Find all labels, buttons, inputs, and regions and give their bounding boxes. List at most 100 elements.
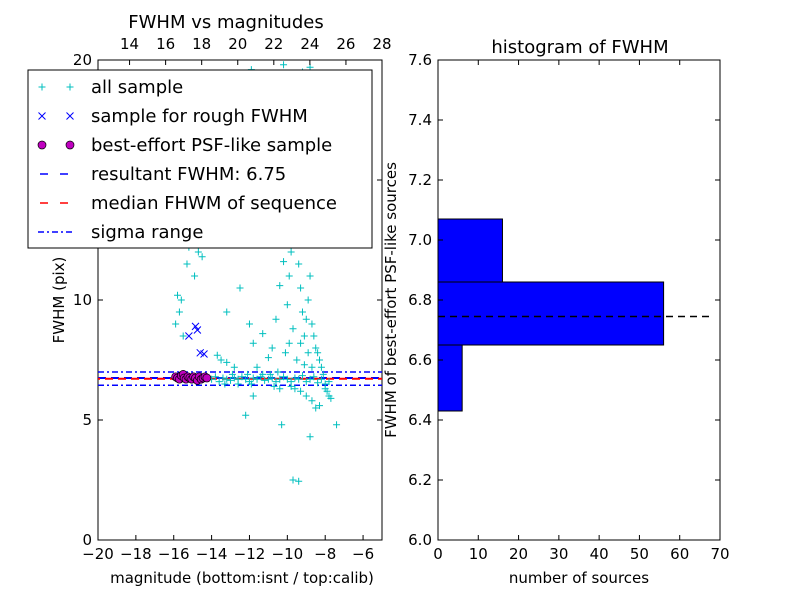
all-sample-point xyxy=(183,260,191,268)
all-sample-point xyxy=(266,370,274,378)
legend-marker-dot xyxy=(65,140,75,150)
all-sample-point xyxy=(289,325,297,333)
left-top-x-tick-label: 26 xyxy=(336,35,355,53)
all-sample-point xyxy=(234,380,242,388)
all-sample-point xyxy=(259,330,267,338)
all-sample-point xyxy=(285,339,293,347)
all-sample-point xyxy=(259,370,267,378)
all-sample-point xyxy=(317,363,325,371)
all-sample-point xyxy=(238,373,246,381)
right-y-tick-label: 6.0 xyxy=(408,531,432,549)
all-sample-point xyxy=(242,411,250,419)
legend-label: resultant FWHM: 6.75 xyxy=(91,164,286,185)
left-y-tick-label: 20 xyxy=(73,51,92,69)
all-sample-point xyxy=(323,387,331,395)
left-x-tick-label: −10 xyxy=(272,545,304,563)
all-sample-point xyxy=(194,248,202,256)
right-y-tick-label: 7.4 xyxy=(408,111,432,129)
all-sample-point xyxy=(287,382,295,390)
all-sample-point xyxy=(310,332,318,340)
all-sample-point xyxy=(316,402,324,410)
all-sample-point xyxy=(236,284,244,292)
all-sample-point xyxy=(317,375,325,383)
all-sample-point xyxy=(272,378,280,386)
all-sample-point xyxy=(276,282,284,290)
rough-fwhm-point xyxy=(200,350,208,358)
all-sample-point xyxy=(308,397,316,405)
all-sample-point xyxy=(213,351,221,359)
all-sample-point xyxy=(297,339,305,347)
right-y-tick-label: 6.4 xyxy=(408,411,432,429)
right-chart-title: histogram of FWHM xyxy=(491,37,668,58)
all-sample-point xyxy=(291,385,299,393)
all-sample-point xyxy=(280,61,288,69)
all-sample-point xyxy=(295,477,303,485)
all-sample-point xyxy=(333,421,341,429)
legend-label: all sample xyxy=(91,77,183,98)
left-top-x-tick-label: 24 xyxy=(300,35,319,53)
right-y-tick-label: 7.0 xyxy=(408,231,432,249)
left-top-x-tick-label: 28 xyxy=(372,35,391,53)
all-sample-point xyxy=(249,392,257,400)
left-x-tick-label: −16 xyxy=(158,545,190,563)
all-sample-point xyxy=(215,378,223,386)
left-top-x-tick-label: 14 xyxy=(120,35,139,53)
all-sample-point xyxy=(306,433,314,441)
legend-label: median FHWM of sequence xyxy=(91,193,337,214)
right-y-tick-label: 6.8 xyxy=(408,291,432,309)
left-x-tick-label: −20 xyxy=(82,545,114,563)
all-sample-point xyxy=(298,372,306,380)
all-sample-point xyxy=(276,375,284,383)
legend-marker-dot xyxy=(37,140,47,150)
all-sample-point xyxy=(293,356,301,364)
right-y-tick-label: 7.6 xyxy=(408,51,432,69)
right-y-tick-label: 6.6 xyxy=(408,351,432,369)
all-sample-point xyxy=(310,373,318,381)
all-sample-point xyxy=(244,370,252,378)
all-sample-point xyxy=(191,272,199,280)
all-sample-point xyxy=(174,291,182,299)
right-x-tick-label: 10 xyxy=(469,545,488,563)
histogram-bar xyxy=(437,218,503,283)
psf-like-point xyxy=(202,373,212,383)
left-x-tick-label: −6 xyxy=(352,545,374,563)
histogram-bar xyxy=(437,344,463,412)
all-sample-point xyxy=(314,379,322,387)
all-sample-point xyxy=(295,260,303,268)
right-x-tick-label: 30 xyxy=(549,545,568,563)
all-sample-point xyxy=(312,404,320,412)
left-top-x-tick-label: 18 xyxy=(192,35,211,53)
all-sample-point xyxy=(319,370,327,378)
all-sample-point xyxy=(230,363,238,371)
all-sample-point xyxy=(270,382,278,390)
all-sample-point xyxy=(221,380,229,388)
all-sample-point xyxy=(306,375,314,383)
right-x-tick-label: 70 xyxy=(710,545,729,563)
all-sample-point xyxy=(264,375,272,383)
all-sample-point xyxy=(316,356,324,364)
all-sample-point xyxy=(217,356,225,364)
all-sample-point xyxy=(223,375,231,383)
left-x-tick-label: −12 xyxy=(234,545,266,563)
all-sample-point xyxy=(304,296,312,304)
all-sample-point xyxy=(283,375,291,383)
all-sample-point xyxy=(295,375,303,383)
left-y-tick-label: 0 xyxy=(82,531,92,549)
right-x-tick-label: 0 xyxy=(433,545,443,563)
all-sample-point xyxy=(278,421,286,429)
all-sample-point xyxy=(261,376,269,384)
right-y-axis-label: FWHM of best-effort PSF-like sources xyxy=(382,162,400,438)
left-top-x-tick-label: 22 xyxy=(264,35,283,53)
all-sample-point xyxy=(179,332,187,340)
legend-marker-x xyxy=(66,112,74,120)
rough-fwhm-point xyxy=(185,332,193,340)
all-sample-point xyxy=(300,361,308,369)
rough-fwhm-point xyxy=(193,326,202,334)
all-sample-point xyxy=(300,332,308,340)
all-sample-point xyxy=(242,375,250,383)
legend-box xyxy=(27,69,373,249)
all-sample-point xyxy=(249,339,257,347)
legend-marker-x xyxy=(38,112,46,120)
histogram-bar xyxy=(437,281,665,346)
